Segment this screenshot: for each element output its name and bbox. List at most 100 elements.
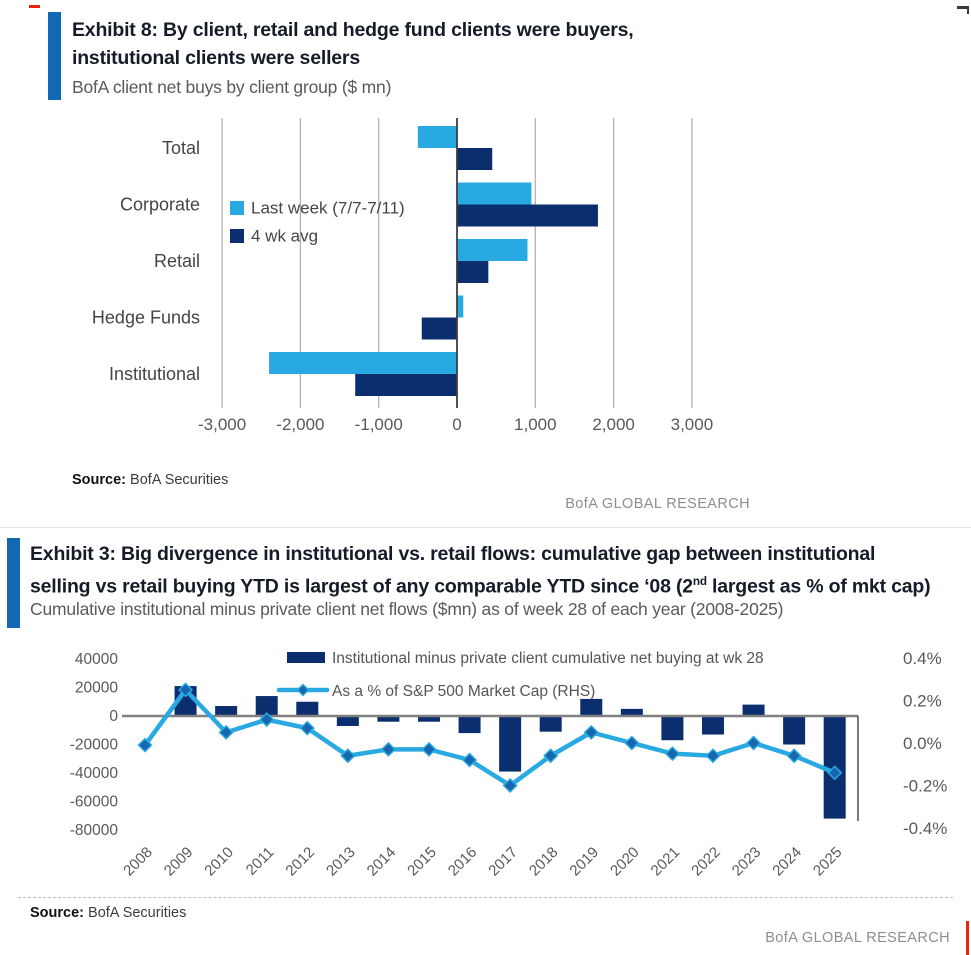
bar-2017 — [499, 716, 522, 772]
exhibit3-subtitle: Cumulative institutional minus private c… — [30, 599, 784, 619]
left-axis-tick: -20000 — [70, 737, 119, 754]
bar-total-s0 — [417, 126, 457, 148]
exhibit8-subtitle: BofA client net buys by client group ($ … — [72, 77, 392, 97]
bar-2015 — [417, 716, 440, 722]
bar-institutional-s1 — [355, 374, 457, 396]
bar-2016 — [458, 716, 481, 734]
diamond-marker-2020 — [624, 735, 640, 751]
legend-swatch — [230, 229, 244, 243]
year-label: 2010 — [201, 844, 237, 880]
bar-2022 — [701, 716, 724, 735]
exhibit8-source: Source: BofA Securities — [72, 472, 228, 488]
exhibit3-source: Source: BofA Securities — [30, 905, 186, 921]
left-axis-tick: 40000 — [75, 651, 118, 668]
legend-line-marker — [296, 683, 310, 697]
left-axis-tick: 20000 — [75, 680, 118, 697]
diamond-marker-2025 — [827, 765, 843, 781]
diamond-marker-2023 — [745, 735, 762, 751]
exhibit3-title-line2: selling vs retail buying YTD is largest … — [30, 568, 931, 601]
bar-retail-s1 — [457, 261, 489, 283]
year-label: 2022 — [688, 844, 724, 880]
right-axis-tick: 0.0% — [903, 734, 942, 753]
exhibit3-title-line1: Exhibit 3: Big divergence in institution… — [30, 543, 876, 565]
title-line2-post: largest as % of mkt cap) — [706, 575, 931, 598]
year-label: 2009 — [161, 844, 197, 880]
year-label: 2025 — [810, 844, 846, 880]
right-axis-tick: 0.2% — [903, 692, 942, 711]
bar-2014 — [377, 716, 400, 722]
diamond-marker-2024 — [786, 748, 802, 764]
diamond-marker-2013 — [340, 748, 356, 764]
right-axis-tick: -0.2% — [903, 777, 947, 796]
diamond-marker-2016 — [461, 752, 478, 768]
exhibit3-accent-bar — [7, 538, 20, 628]
x-tick-label: -1,000 — [355, 415, 403, 434]
year-label: 2008 — [120, 844, 156, 880]
diamond-marker-2018 — [543, 748, 559, 764]
bar-retail-s0 — [457, 239, 528, 261]
left-axis-tick: -60000 — [70, 794, 119, 811]
exhibit8-title-line1: Exhibit 8: By client, retail and hedge f… — [72, 19, 634, 41]
source-label: Source: — [72, 472, 126, 488]
diamond-marker-2021 — [664, 746, 680, 762]
institutional-vs-retail-flows-chart: 40000 20000 0 -20000 -40000 -60000 -80000 0.4% 0… — [70, 649, 948, 880]
diamond-marker-2012 — [299, 720, 315, 736]
exhibit8-title-line2: institutional clients were sellers — [72, 47, 360, 69]
footer-divider — [18, 897, 953, 898]
legend-bar-swatch — [287, 652, 325, 663]
year-label: 2016 — [445, 844, 481, 880]
diamond-marker-2008 — [137, 737, 153, 753]
left-axis-tick: -80000 — [70, 822, 119, 839]
pct-line — [142, 687, 837, 788]
year-label: 2023 — [729, 844, 765, 880]
bar-hedge-funds-s1 — [421, 317, 457, 340]
exhibit8-research-label: BofA GLOBAL RESEARCH — [565, 496, 750, 512]
diamond-marker-2011 — [259, 712, 275, 728]
right-axis-tick: 0.4% — [903, 649, 942, 668]
diamond-marker-2015 — [421, 741, 437, 757]
year-label: 2018 — [526, 844, 562, 880]
left-axis-tick: -40000 — [70, 765, 119, 782]
bar-2013 — [336, 716, 359, 726]
bar-institutional-s0 — [269, 352, 457, 374]
source-label: Source: — [30, 905, 84, 921]
bar-2011 — [255, 696, 278, 716]
bar-corporate-s1 — [457, 204, 598, 227]
title-line2-pre: selling vs retail buying YTD is largest … — [30, 575, 693, 598]
year-label: 2014 — [364, 844, 400, 880]
bar-2010 — [215, 706, 238, 716]
bar-2023 — [742, 704, 765, 716]
bar-corporate-s0 — [457, 182, 532, 205]
x-tick-label: 3,000 — [671, 415, 714, 434]
bar-hedge-funds-s0 — [457, 295, 464, 318]
bar-2018 — [539, 716, 562, 732]
bar-2020 — [620, 708, 643, 716]
diamond-marker-2019 — [583, 724, 599, 740]
dark-corner-mark-v — [966, 6, 969, 14]
category-label: Retail — [154, 251, 200, 271]
source-value: BofA Securities — [126, 472, 229, 488]
exhibit3-research-label: BofA GLOBAL RESEARCH — [765, 930, 950, 946]
category-label: Total — [162, 138, 200, 158]
legend-label: Last week (7/7-7/11) — [251, 199, 405, 218]
diamond-marker-2022 — [705, 748, 721, 764]
year-label: 2024 — [769, 844, 805, 880]
legend-swatch — [230, 201, 244, 215]
title-line2-sup: nd — [692, 575, 707, 588]
x-tick-label: 0 — [452, 415, 461, 434]
section-divider — [0, 527, 971, 528]
category-label: Hedge Funds — [92, 308, 200, 328]
year-label: 2021 — [648, 844, 684, 880]
year-label: 2011 — [243, 844, 278, 879]
year-label: 2019 — [566, 844, 602, 880]
year-label: 2013 — [323, 844, 359, 880]
red-edge-line — [966, 921, 969, 955]
legend-label: 4 wk avg — [251, 227, 318, 246]
x-tick-label: 1,000 — [514, 415, 557, 434]
diamond-marker-2014 — [380, 741, 396, 757]
x-tick-label: -3,000 — [198, 415, 246, 434]
legend-bar-label: Institutional minus private client cumul… — [332, 650, 764, 667]
bar-total-s1 — [457, 148, 493, 170]
legend-line-label: As a % of S&P 500 Market Cap (RHS) — [332, 683, 595, 700]
